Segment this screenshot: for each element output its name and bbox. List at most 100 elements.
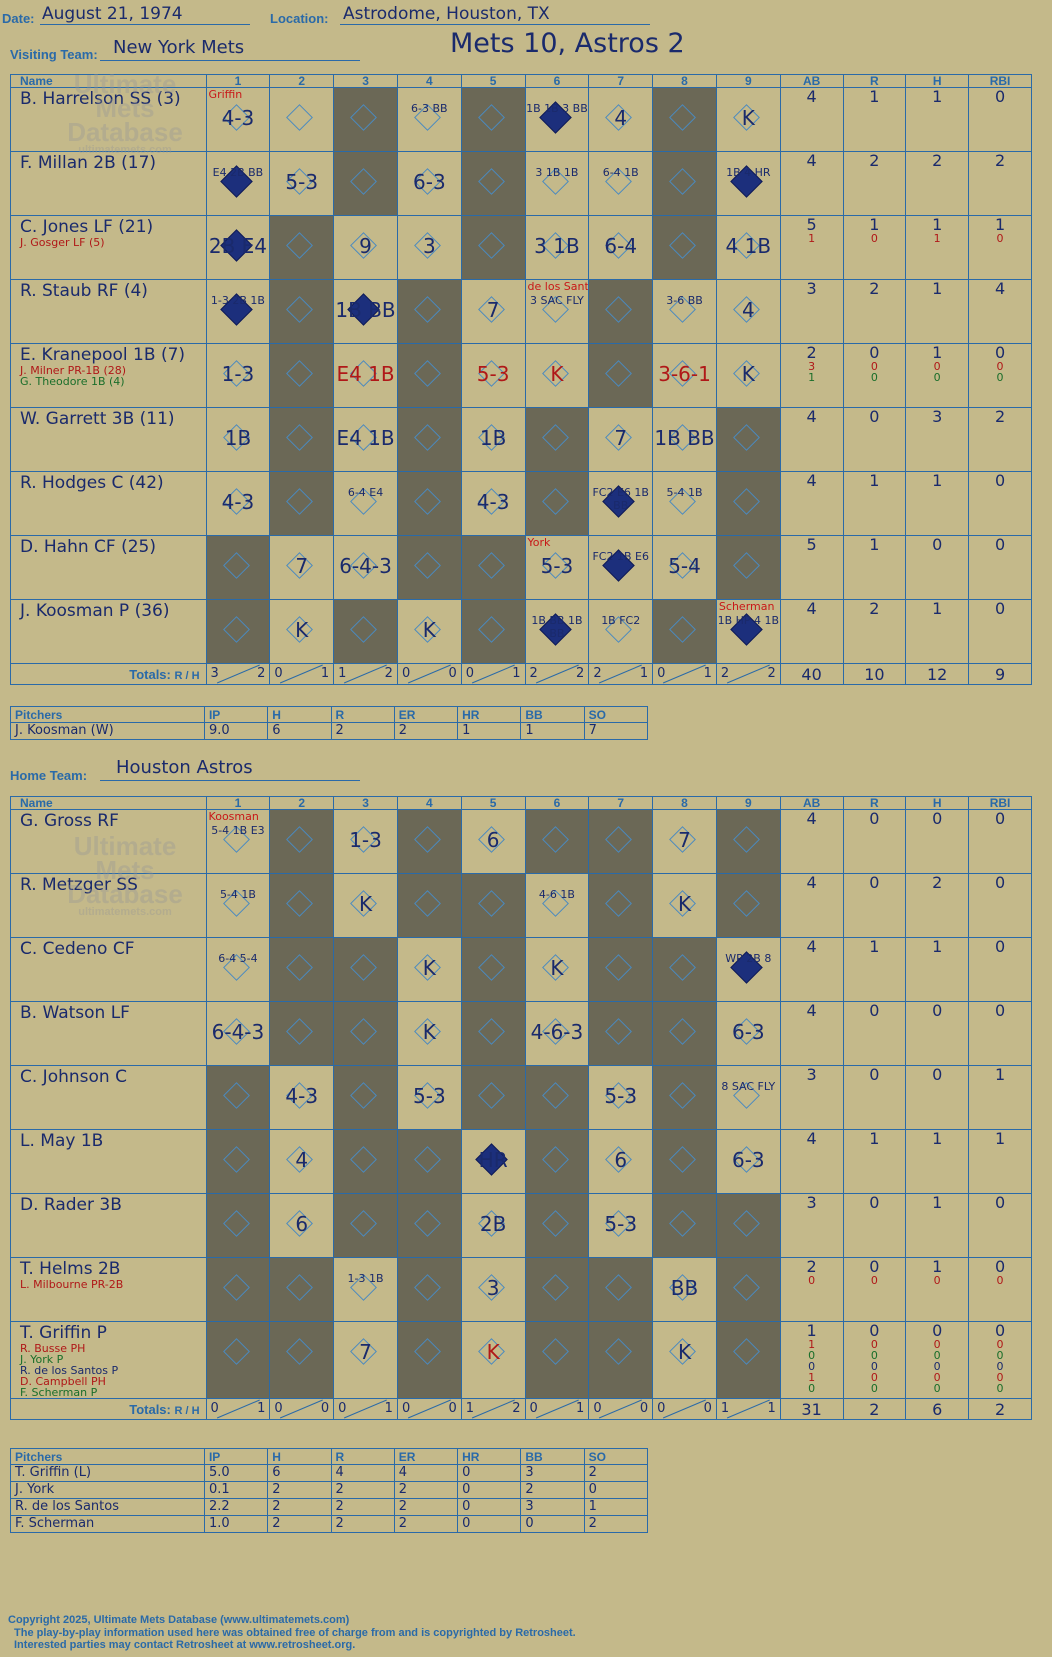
- play-notation: 3 1B: [534, 234, 580, 258]
- pitching-stat: 2: [267, 1515, 332, 1533]
- base-diamond: [477, 616, 505, 643]
- totals-label: Totals: R / H: [10, 1398, 207, 1420]
- inning-cell: [460, 1065, 526, 1130]
- inning-cell: [652, 937, 717, 1002]
- play-notation: 1B HP 4 1B: [717, 614, 780, 627]
- stat-rbi-cell: 1: [968, 1065, 1032, 1130]
- inning-cell: [396, 1193, 462, 1258]
- base-diamond: [414, 1338, 441, 1365]
- batter-name-cell: T. Griffin P R. Busse PH J. York P R. de lo…: [10, 1321, 207, 1399]
- home-pitchers-table: Pitchers IP H R ER HR BB SO T. Griffin (L) 5.0 6 4 4…: [10, 1448, 649, 1533]
- pitcher-name: F. Scherman: [10, 1515, 205, 1533]
- inning-cell: 1-3: [333, 809, 398, 874]
- play-notation: 5-3: [604, 1084, 638, 1108]
- base-diamond: [286, 1274, 314, 1301]
- pitching-stat: 2: [393, 1481, 459, 1499]
- inning-cell: 5-3: [588, 1193, 654, 1258]
- stat-value: 0: [933, 1382, 941, 1395]
- batter-name-cell: T. Helms 2B L. Milbourne PR-2B: [10, 1257, 207, 1322]
- pitching-stat: 2: [330, 722, 395, 740]
- play-notation: 1B 4 HR: [726, 166, 771, 179]
- divider-slash: [535, 664, 579, 684]
- pitching-stat: 2: [520, 1481, 585, 1499]
- batter-name-cell: D. Rader 3B: [10, 1193, 207, 1258]
- inning-runs: 1: [720, 1401, 730, 1416]
- stat-ab-cell: 4: [779, 151, 844, 216]
- stat-header: H: [905, 796, 970, 810]
- stat-total: 40: [779, 663, 844, 685]
- stat-value: 1: [932, 343, 943, 362]
- pitching-stat: 0: [457, 1481, 522, 1499]
- inning-cell: [333, 151, 398, 216]
- play-notation: 5-3: [285, 170, 319, 194]
- inning-runs: 2: [593, 666, 602, 681]
- stat-rbi-cell: 0: [968, 809, 1032, 874]
- stat-h-cell: 1: [905, 937, 970, 1002]
- stat-ab-cell: 4: [779, 809, 844, 874]
- inning-cell: 5-3: [396, 1065, 462, 1130]
- inning-cell: 2B: [460, 1193, 526, 1258]
- inning-cell: 6-3 BB: [396, 87, 462, 152]
- inning-cell: [333, 599, 398, 664]
- stat-value: 2: [994, 151, 1006, 170]
- inning-cell: [524, 809, 590, 874]
- inning-hits: 2: [257, 666, 266, 681]
- batter-name: T. Griffin P: [20, 1323, 107, 1343]
- inning-cell: K: [333, 873, 398, 938]
- stat-value: 0: [870, 371, 878, 384]
- play-notation: 7: [678, 828, 691, 852]
- pitching-stat-header: R: [330, 706, 395, 723]
- base-diamond: [286, 826, 314, 853]
- stat-value: 0: [870, 1371, 878, 1384]
- base-diamond: [541, 826, 569, 853]
- pitching-stat-header: SO: [583, 1448, 649, 1465]
- stat-value: 0: [996, 1338, 1004, 1351]
- inning-runs: 0: [593, 1401, 602, 1416]
- stat-value: 2: [932, 873, 943, 892]
- play-notation: 5-4 1B: [219, 888, 256, 901]
- inning-cell: [396, 1321, 462, 1399]
- inning-cell: K: [396, 599, 462, 664]
- batter-name-cell: G. Gross RF: [10, 809, 207, 874]
- stat-header: RBI: [968, 74, 1032, 88]
- base-diamond: [286, 488, 314, 515]
- inning-runs: 2: [720, 666, 730, 681]
- inning-hits: 1: [320, 666, 330, 681]
- batter-name: D. Rader 3B: [20, 1195, 122, 1215]
- inning-cell: [205, 1321, 271, 1399]
- pitching-stat: 2: [330, 1498, 395, 1516]
- base-diamond: [222, 1338, 250, 1365]
- stat-h-cell: 1: [905, 87, 970, 152]
- inning-header: 7: [588, 74, 654, 88]
- stat-value: 1: [869, 471, 880, 490]
- pitching-stat: 9.0: [203, 722, 269, 740]
- play-notation: 6-4 E4: [347, 486, 384, 499]
- inning-cell: 5-4 1B: [652, 471, 717, 536]
- visitors-pitchers-table: Pitchers IP H R ER HR BB SO J. Koosman (W) 9.0 6 2 2…: [10, 706, 649, 740]
- play-notation: 4-3: [285, 1084, 319, 1108]
- inning-cell: [205, 1065, 271, 1130]
- base-diamond: [669, 1082, 697, 1109]
- play-notation: 5-3: [413, 1084, 446, 1108]
- play-notation: 7: [614, 426, 628, 450]
- inning-cell: 3 1B: [524, 215, 590, 280]
- stat-total: 31: [779, 1398, 844, 1420]
- inning-cell: 1B 1B 3 BB: [524, 87, 590, 152]
- stat-value: 4: [806, 87, 817, 106]
- divider-slash: [726, 1399, 770, 1419]
- play-notation: 3 1B 1B: [535, 166, 579, 179]
- stat-value: 0: [932, 535, 943, 554]
- inning-hits: 1: [639, 666, 649, 681]
- stat-r-cell: 2: [842, 279, 907, 344]
- inning-runs: 0: [401, 1401, 411, 1416]
- stat-value: 2: [806, 1257, 817, 1276]
- base-diamond: [286, 1338, 314, 1365]
- pitching-stat: 0: [457, 1464, 522, 1482]
- stat-value: 4: [806, 151, 817, 170]
